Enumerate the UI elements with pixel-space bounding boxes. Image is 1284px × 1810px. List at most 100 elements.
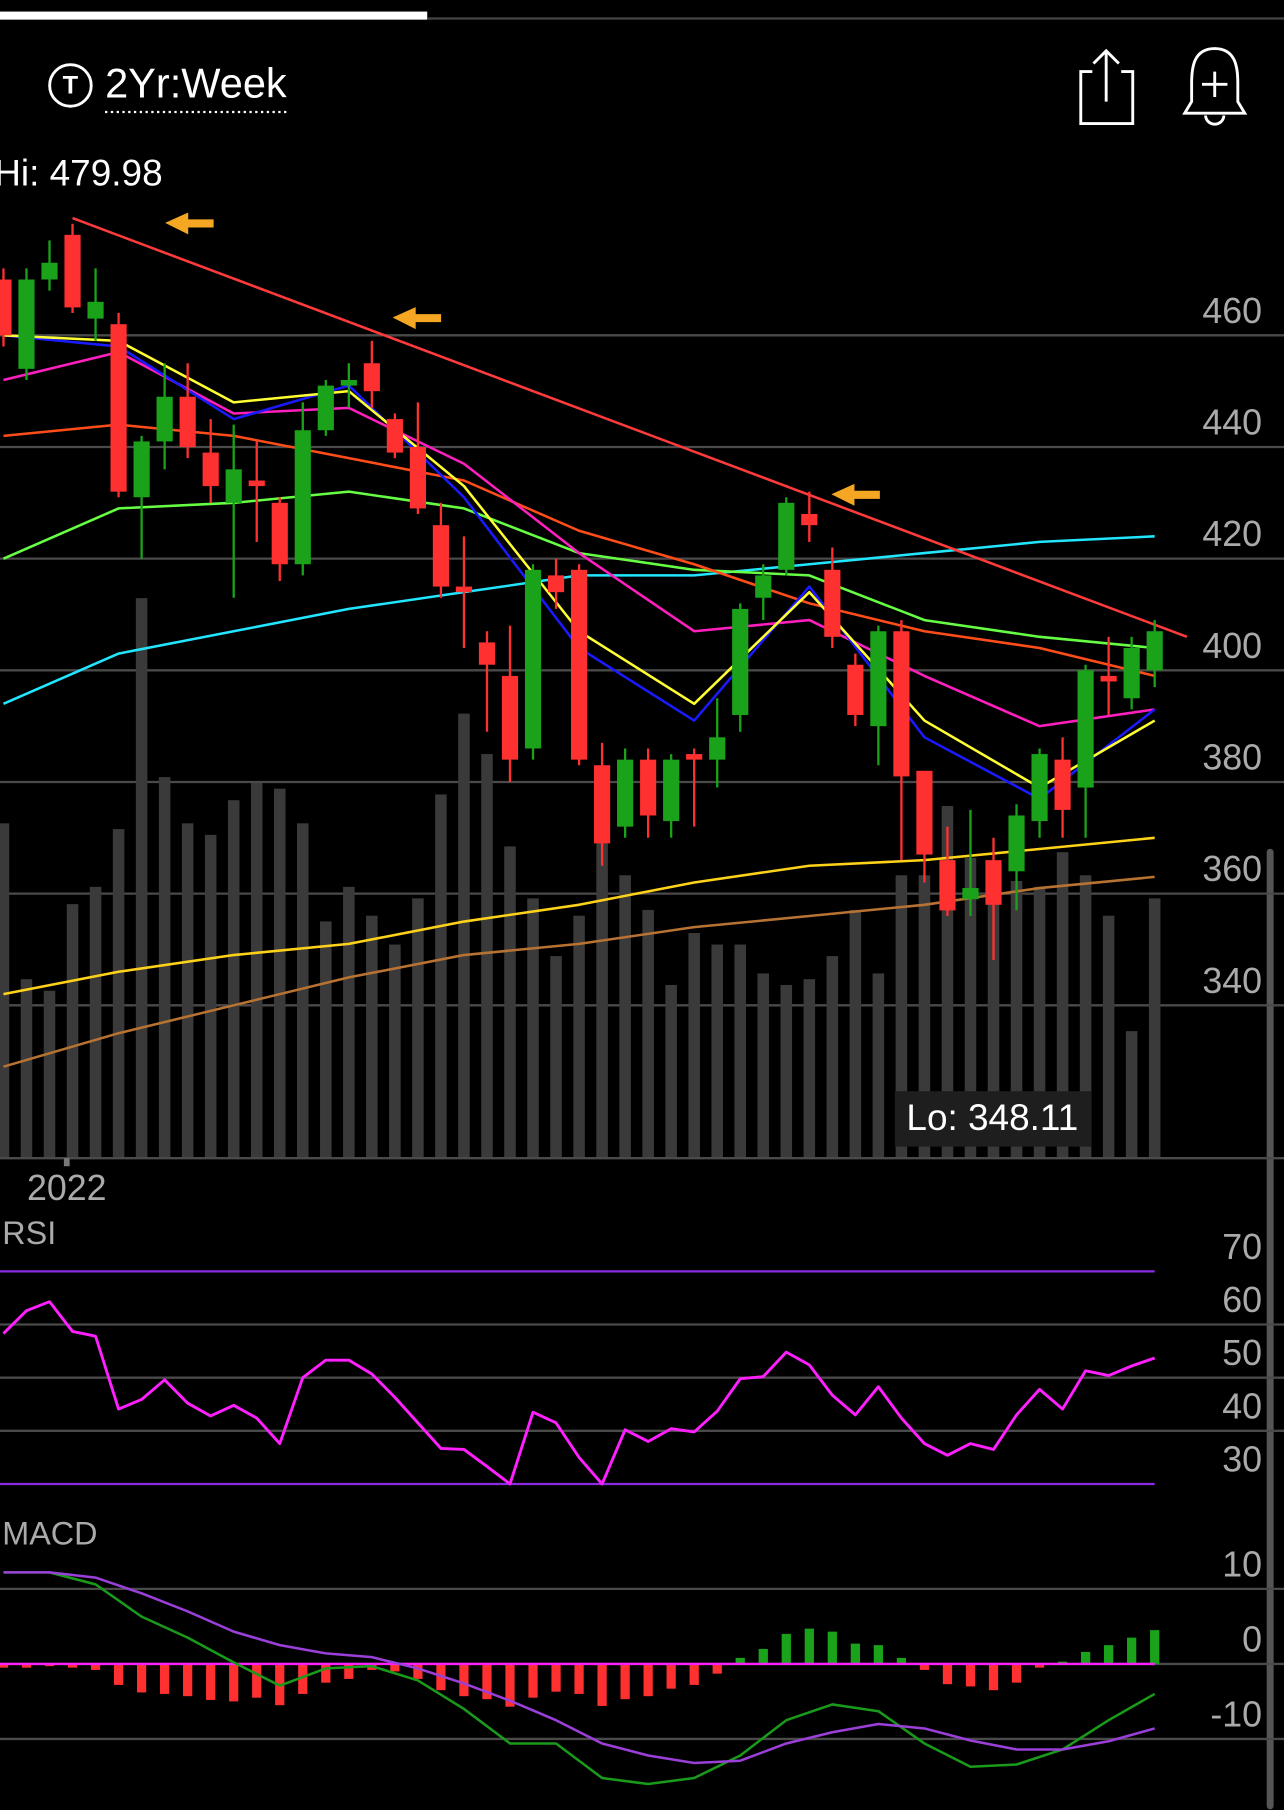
histogram-bar (1127, 1637, 1137, 1664)
share-arrow (1092, 48, 1120, 102)
volume-bar (964, 857, 977, 1159)
histogram-bar (183, 1663, 193, 1697)
alert-button[interactable] (1182, 47, 1248, 126)
volume-bar (250, 782, 263, 1159)
volume-bar (872, 973, 885, 1159)
candle-body (801, 513, 818, 526)
macd-title: MACD (2, 1515, 97, 1551)
macd-line (3, 1571, 1156, 1786)
histogram-bar (1034, 1663, 1045, 1668)
volume-bar (550, 956, 562, 1159)
histogram-bar (459, 1663, 469, 1697)
candle-body (1054, 759, 1071, 810)
range-label: 2Yr:Week (105, 60, 287, 107)
volume-bar (112, 829, 125, 1159)
candle-body (18, 279, 35, 369)
volume-bar (43, 990, 56, 1159)
x-tick-label: 2022 (27, 1168, 107, 1208)
candle-body (824, 569, 841, 637)
volume-bar (757, 973, 770, 1159)
volume-bar (1010, 881, 1023, 1159)
histogram-bar (321, 1663, 331, 1683)
volume-bar (826, 956, 839, 1159)
y-tick-label: 70 (1222, 1227, 1262, 1267)
histogram-bar (919, 1663, 930, 1670)
y-tick-label: 380 (1202, 737, 1262, 777)
candle-body (432, 525, 450, 587)
volume-bar (1148, 898, 1161, 1159)
candle-body (363, 363, 380, 392)
volume-bar (66, 904, 79, 1159)
y-tick-label: 10 (1222, 1544, 1262, 1584)
histogram-bar (873, 1645, 884, 1664)
high-label: Hi: 479.98 (0, 152, 163, 193)
histogram-bar (67, 1663, 78, 1668)
volume-bar (458, 713, 470, 1159)
histogram-bar (0, 1663, 9, 1668)
histogram-bar (528, 1663, 538, 1698)
candle-body (847, 664, 864, 715)
candle-body (547, 575, 565, 593)
candle-body (1146, 631, 1163, 671)
histogram-bar (482, 1663, 492, 1700)
candle-body (409, 446, 426, 509)
candle-body (202, 452, 219, 487)
histogram-bar (1150, 1630, 1160, 1664)
candle-body (755, 575, 772, 598)
histogram-bar (712, 1663, 722, 1674)
histogram-bar (298, 1663, 308, 1694)
y-tick-label: 340 (1202, 961, 1262, 1001)
histogram-bar (160, 1663, 170, 1694)
histogram-bar (666, 1663, 676, 1689)
histogram-bar (896, 1657, 907, 1664)
histogram-bar (551, 1663, 561, 1692)
share-box (1079, 70, 1135, 126)
y-tick-label: 400 (1202, 626, 1262, 666)
volume-bar (0, 823, 10, 1159)
histogram-bar (21, 1663, 32, 1668)
candle-body (87, 301, 104, 319)
candle-body (225, 469, 242, 503)
candle-body (340, 379, 357, 386)
rsi-line (2, 1300, 1156, 1486)
candle-body (0, 279, 12, 336)
volume-bar (665, 984, 677, 1159)
range-selector[interactable]: T 2Yr:Week (48, 60, 287, 114)
volume-bar (343, 886, 355, 1159)
candle-body (1077, 670, 1094, 788)
candle-body (778, 502, 795, 570)
share-button[interactable] (1079, 48, 1135, 126)
histogram-bar (689, 1663, 699, 1685)
y-tick-label: 420 (1202, 514, 1262, 554)
volume-bar (158, 777, 171, 1159)
bell-plus (1202, 71, 1228, 98)
candle-body (939, 860, 956, 911)
volume-bar (204, 834, 217, 1159)
candle-body (1123, 647, 1140, 699)
rsi-title: RSI (2, 1215, 56, 1251)
histogram-bar (90, 1663, 101, 1670)
candle-body (271, 502, 288, 565)
volume-bar (527, 898, 539, 1159)
candle-body (110, 324, 127, 492)
histogram-bar (643, 1663, 653, 1697)
candle-body (570, 569, 588, 760)
volume-bar (1079, 875, 1092, 1159)
volume-bar (573, 915, 585, 1159)
volume-bar (734, 944, 747, 1159)
volume-bar (941, 805, 954, 1159)
volume-bar (1056, 852, 1069, 1159)
histogram-bar (574, 1663, 584, 1694)
y-tick-label: 0 (1242, 1619, 1262, 1659)
low-label-box (894, 1091, 1092, 1147)
volume-bar (273, 788, 286, 1159)
histogram-bar (413, 1663, 423, 1679)
candle-body (870, 631, 887, 727)
y-tick-label: 460 (1202, 291, 1262, 331)
candle-body (386, 419, 403, 453)
candle-body (1008, 815, 1025, 872)
histogram-bar (1011, 1663, 1022, 1683)
candle-body (179, 396, 196, 447)
range-icon (48, 63, 93, 108)
y-tick-label: 60 (1222, 1280, 1262, 1320)
